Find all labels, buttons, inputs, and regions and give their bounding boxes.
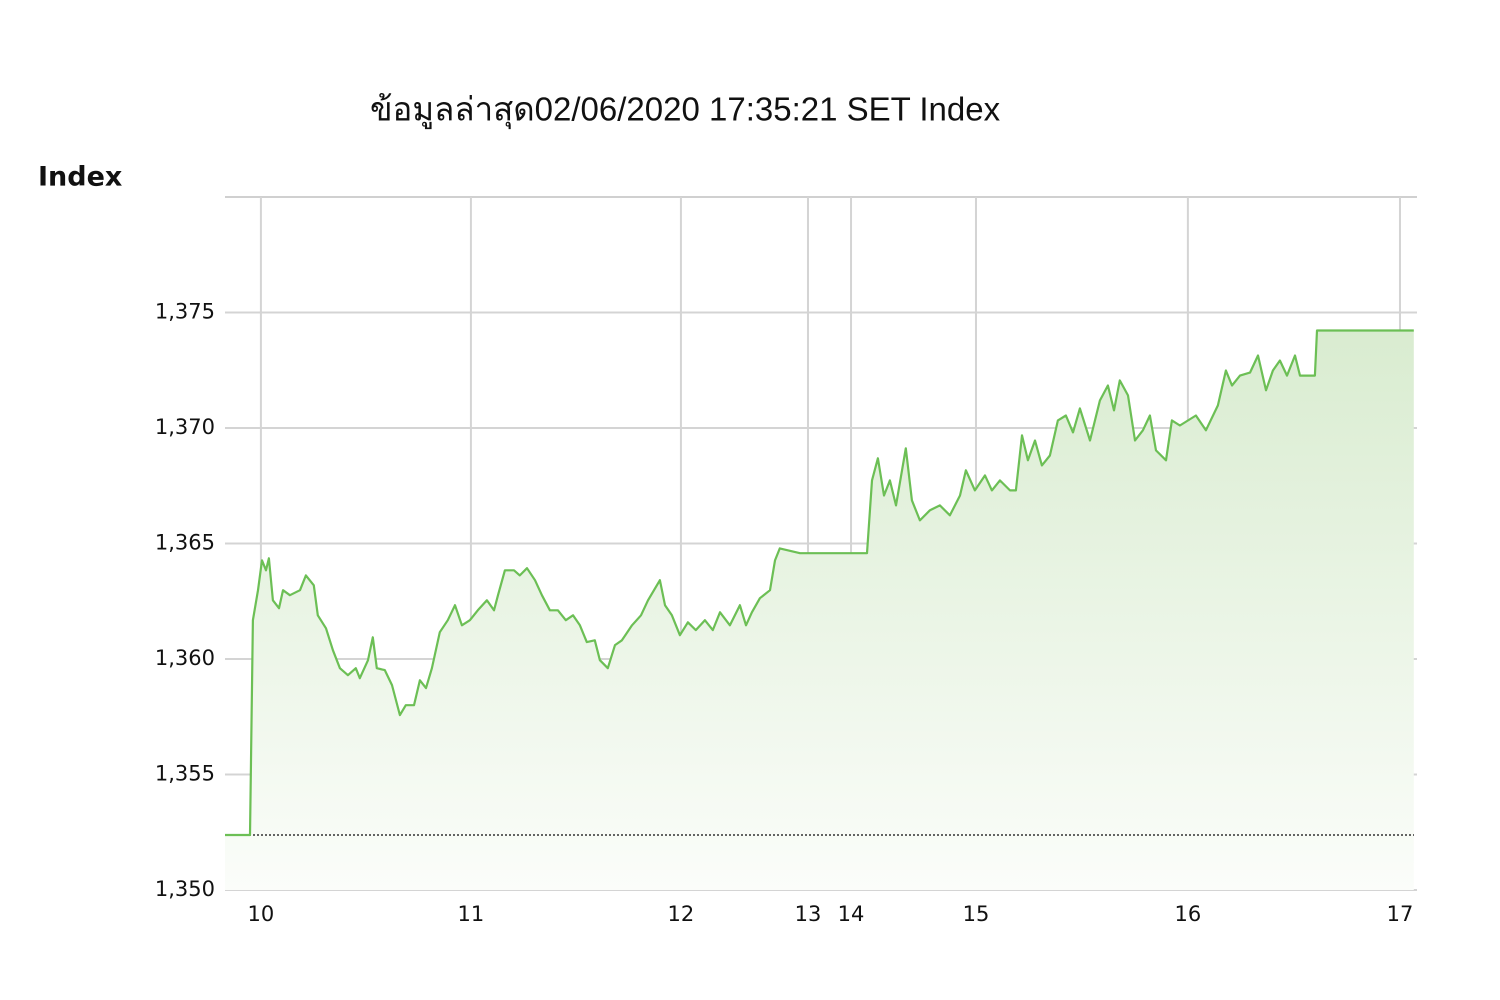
x-tick-label: 11 xyxy=(458,902,485,926)
y-tick-label: 1,360 xyxy=(155,646,215,670)
line xyxy=(225,329,1414,837)
y-tick-label: 1,350 xyxy=(155,877,215,901)
x-tick-label: 13 xyxy=(795,902,822,926)
x-tick-label: 17 xyxy=(1387,902,1414,926)
y-tick-label: 1,355 xyxy=(155,762,215,786)
chart-title: ข้อมูลล่าสุด02/06/2020 17:35:21 SET Inde… xyxy=(370,91,1001,130)
y-tick-label: 1,365 xyxy=(155,531,215,555)
area-fill xyxy=(225,330,1414,890)
x-tick-label: 16 xyxy=(1175,902,1202,926)
x-tick-label: 10 xyxy=(248,902,275,926)
x-tick-label: 14 xyxy=(838,902,865,926)
y-axis-label: Index xyxy=(38,162,122,193)
x-tick-label: 12 xyxy=(668,902,695,926)
x-tick-label: 15 xyxy=(963,902,990,926)
plot xyxy=(225,329,1414,890)
y-tick-label: 1,370 xyxy=(155,415,215,439)
y-tick-label: 1,375 xyxy=(155,300,215,324)
